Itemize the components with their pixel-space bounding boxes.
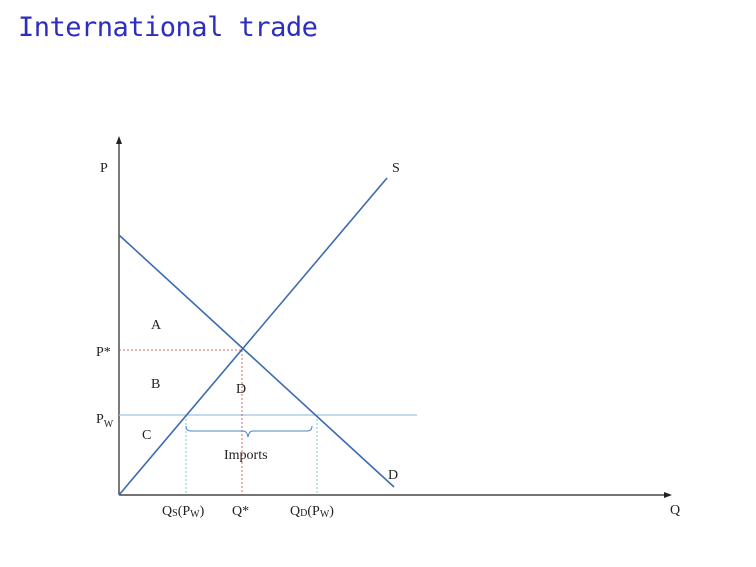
supply-curve	[118, 177, 388, 496]
qd-sub: D	[300, 508, 307, 519]
qd-paren-close: )	[329, 504, 334, 519]
world-price-label: PW	[96, 412, 114, 430]
world-price-sub: W	[104, 419, 114, 430]
qd-paren-open: (P	[307, 504, 320, 519]
qd-paren-sub: W	[320, 509, 330, 520]
demand-curve	[118, 234, 395, 488]
x-axis-label: Q	[670, 503, 680, 518]
area-c-label: C	[142, 428, 151, 443]
qs-main: Q	[162, 504, 172, 519]
y-axis-arrow	[116, 136, 122, 144]
area-a-label: A	[151, 318, 162, 333]
qs-paren-open: (P	[178, 504, 191, 519]
qs-paren-close: )	[200, 504, 205, 519]
qs-label: QS(PW)	[162, 504, 205, 520]
qd-main: Q	[290, 504, 300, 519]
qstar-label: Q*	[232, 504, 249, 519]
area-b-label: B	[151, 377, 160, 392]
area-d-label: D	[236, 382, 246, 397]
demand-label: D	[388, 468, 398, 483]
x-axis-arrow	[664, 492, 672, 498]
qs-sub: S	[172, 508, 178, 519]
world-price-main: P	[96, 412, 104, 427]
slide-title: International trade	[18, 12, 318, 43]
imports-brace	[185, 425, 313, 438]
imports-label: Imports	[224, 448, 268, 463]
equilibrium-price-label: P*	[96, 345, 111, 360]
qs-paren-sub: W	[190, 509, 200, 520]
supply-label: S	[392, 161, 400, 176]
y-axis-label: P	[100, 161, 108, 176]
qd-label: QD(PW)	[290, 504, 334, 520]
